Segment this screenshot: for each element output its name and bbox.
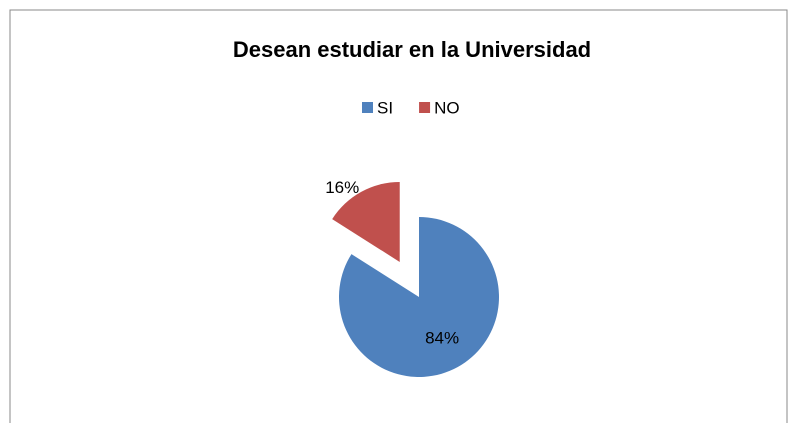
legend-label: NO (434, 98, 460, 117)
legend-swatch (419, 102, 431, 113)
pie-slice (339, 217, 500, 378)
pie-slice (332, 181, 400, 262)
data-label: 16% (325, 178, 359, 197)
legend: SI NO (362, 98, 460, 117)
data-label: 84% (425, 329, 459, 348)
chart-title: Desean estudiar en la Universidad (233, 37, 591, 62)
chart-border (9, 9, 788, 423)
legend-label: SI (377, 98, 393, 117)
legend-swatch (362, 102, 373, 113)
